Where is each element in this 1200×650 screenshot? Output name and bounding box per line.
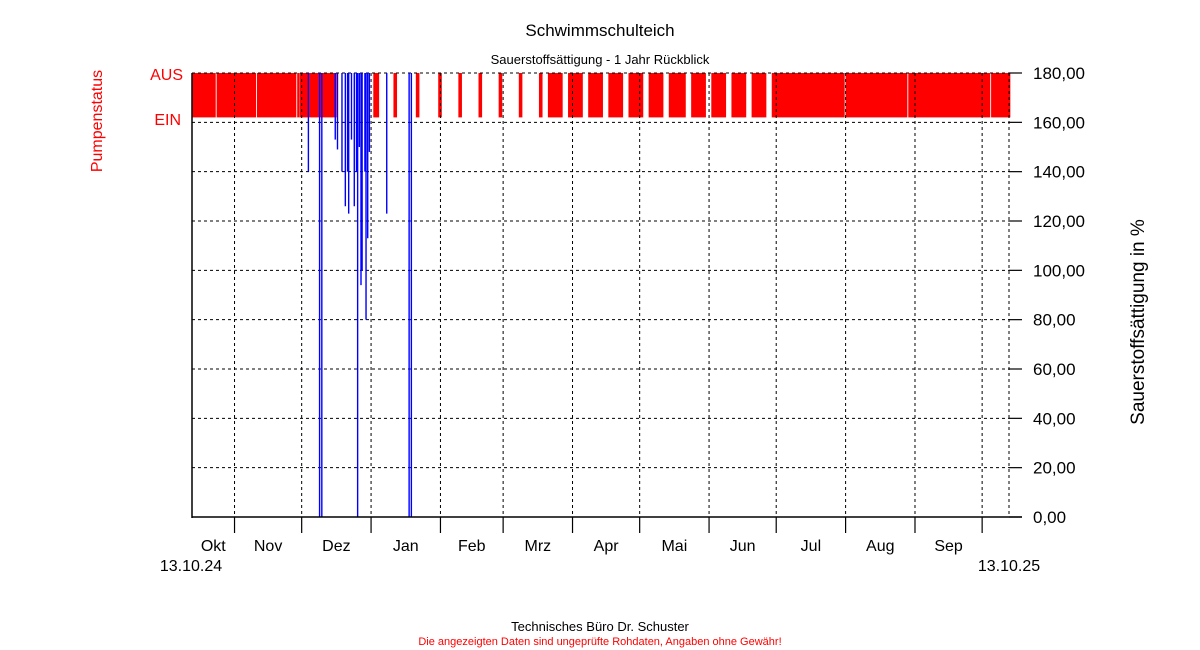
x-month-label: Jan xyxy=(393,538,419,555)
pump-aus-bar xyxy=(373,73,380,118)
y-tick-label: 0,00 xyxy=(1033,508,1066,527)
footer-company: Technisches Büro Dr. Schuster xyxy=(511,619,689,634)
y-tick-label: 20,00 xyxy=(1033,459,1076,478)
axes: 0,00 20,00 40,00 60,00 80,00 100,00 120,00 140,… xyxy=(191,64,1085,555)
x-month-label: Okt xyxy=(201,538,226,555)
pump-aus-bar xyxy=(216,73,257,118)
pump-status-label: Pumpenstatus xyxy=(89,70,106,172)
x-month-label: Jul xyxy=(801,538,821,555)
footer-disclaimer: Die angezeigten Daten sind ungeprüfte Ro… xyxy=(418,636,781,648)
pump-aus-bar xyxy=(628,73,644,118)
pump-aus-bar xyxy=(438,73,442,118)
y-tick-label: 140,00 xyxy=(1033,163,1085,182)
x-month-label: Aug xyxy=(866,538,894,555)
pump-aus-bar xyxy=(668,73,686,118)
pump-aus-bar xyxy=(518,73,523,118)
x-start-label: 13.10.24 xyxy=(160,558,222,575)
chart-title: Schwimmschulteich xyxy=(525,21,674,40)
y-tick-label: 160,00 xyxy=(1033,113,1085,132)
pump-aus-bar xyxy=(478,73,483,118)
x-month-label: Feb xyxy=(458,538,486,555)
pump-aus-bar xyxy=(731,73,747,118)
x-month-label: Sep xyxy=(934,538,963,555)
x-end-label: 13.10.25 xyxy=(978,558,1040,575)
status-aus-label: AUS xyxy=(150,67,183,84)
y-tick-label: 120,00 xyxy=(1033,212,1085,231)
y-tick-label: 60,00 xyxy=(1033,360,1076,379)
pump-aus-bar xyxy=(192,73,216,118)
x-month-label: Jun xyxy=(730,538,756,555)
pump-aus-bar xyxy=(299,73,337,118)
pump-aus-bar xyxy=(608,73,624,118)
x-month-label: Nov xyxy=(254,538,282,555)
pump-aus-bar xyxy=(538,73,543,118)
pump-aus-bar xyxy=(568,73,583,118)
y-tick-label: 180,00 xyxy=(1033,64,1085,83)
y-axis-label: Sauerstoffsättigung in % xyxy=(1128,219,1149,425)
chart-subtitle: Sauerstoffsättigung - 1 Jahr Rückblick xyxy=(491,52,710,67)
pump-aus-bar xyxy=(691,73,706,118)
x-month-label: Mai xyxy=(661,538,687,555)
pump-aus-bar xyxy=(393,73,398,118)
x-month-label: Mrz xyxy=(524,538,551,555)
pump-aus-bar xyxy=(648,73,664,118)
pump-aus-bar xyxy=(547,73,563,118)
pump-aus-bar xyxy=(458,73,462,118)
pump-aus-bar xyxy=(588,73,603,118)
status-ein-label: EIN xyxy=(154,112,181,129)
y-tick-label: 40,00 xyxy=(1033,409,1076,428)
x-month-label: Dez xyxy=(322,538,350,555)
pump-aus-bar xyxy=(751,73,767,118)
y-tick-label: 80,00 xyxy=(1033,311,1076,330)
grid xyxy=(192,72,1010,517)
pump-aus-bar xyxy=(256,73,297,118)
x-month-label: Apr xyxy=(594,538,620,555)
y-tick-label: 100,00 xyxy=(1033,261,1085,280)
pump-aus-bar xyxy=(415,73,420,118)
pump-status-bars xyxy=(192,73,1011,118)
pump-aus-bar xyxy=(297,73,300,118)
pump-aus-bar xyxy=(908,73,991,118)
pump-aus-bar xyxy=(771,73,845,118)
oxygen-series xyxy=(307,73,413,517)
pump-aus-bar xyxy=(845,73,908,118)
pump-aus-bar xyxy=(498,73,503,118)
pump-aus-bar xyxy=(711,73,727,118)
pump-aus-bar xyxy=(991,73,1011,118)
